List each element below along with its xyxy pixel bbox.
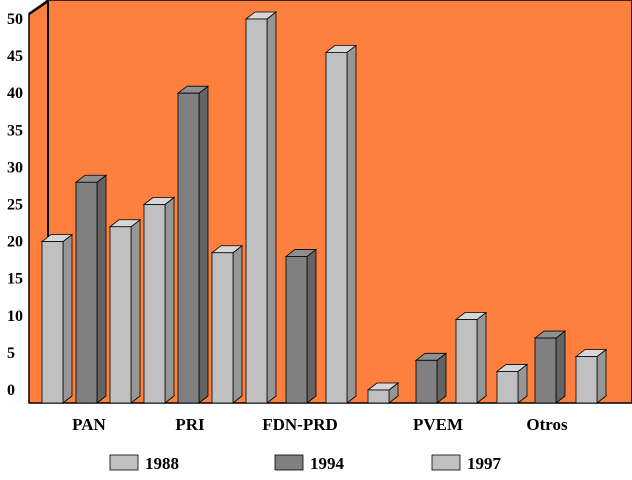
legend-item-1994: 1994 [274, 454, 345, 473]
y-tick-label: 15 [7, 271, 23, 288]
legend-label: 1997 [467, 454, 502, 473]
bar-pan-1994 [74, 174, 108, 404]
legend: 1988 1994 1997 [109, 454, 502, 473]
legend-item-1997: 1997 [431, 454, 502, 473]
category-label-pri: PRI [175, 415, 205, 434]
y-tick-label: 5 [7, 345, 15, 362]
y-tick-label: 20 [7, 234, 23, 251]
legend-swatch [431, 454, 461, 471]
bar-pri-1988 [142, 196, 176, 404]
bar-pan-1997 [108, 218, 142, 404]
bar-pvem-1997 [454, 311, 488, 404]
bar-pvem-1994 [414, 352, 448, 404]
category-label-pan: PAN [72, 415, 106, 434]
bar-otros-1994 [533, 330, 567, 404]
y-tick-label: 0 [7, 382, 15, 399]
legend-swatch [274, 454, 304, 471]
category-label-otros: Otros [526, 415, 568, 434]
bar-fdn-prd-1994 [284, 248, 318, 404]
y-tick-label: 25 [7, 197, 23, 214]
bar-fdn-prd-1988 [244, 11, 278, 404]
bar-fdn-prd-1997 [324, 44, 358, 404]
y-tick-label: 45 [7, 48, 23, 65]
y-tick-label: 10 [7, 308, 23, 325]
bar-otros-1988 [495, 363, 529, 404]
wall-corner-edge [28, 0, 49, 16]
legend-swatch [109, 454, 139, 471]
category-labels: PAN PRI FDN-PRD PVEM Otros [72, 415, 568, 434]
bar-pri-1994 [176, 85, 210, 404]
y-tick-label: 35 [7, 122, 23, 139]
category-label-fdn-prd: FDN-PRD [262, 415, 338, 434]
y-tick-label: 50 [7, 11, 23, 28]
y-axis: 0 5 10 15 20 25 30 35 40 45 50 [7, 0, 49, 399]
bar-otros-1997 [574, 348, 608, 404]
bar-pvem-1988 [366, 382, 400, 404]
bar-pan-1988 [40, 233, 74, 404]
category-label-pvem: PVEM [413, 415, 463, 434]
y-tick-label: 30 [7, 159, 23, 176]
legend-label: 1994 [310, 454, 345, 473]
y-tick-label: 40 [7, 85, 23, 102]
legend-label: 1988 [145, 454, 179, 473]
bar-group [40, 11, 608, 404]
bar-pri-1997 [210, 244, 244, 404]
legend-item-1988: 1988 [109, 454, 179, 473]
